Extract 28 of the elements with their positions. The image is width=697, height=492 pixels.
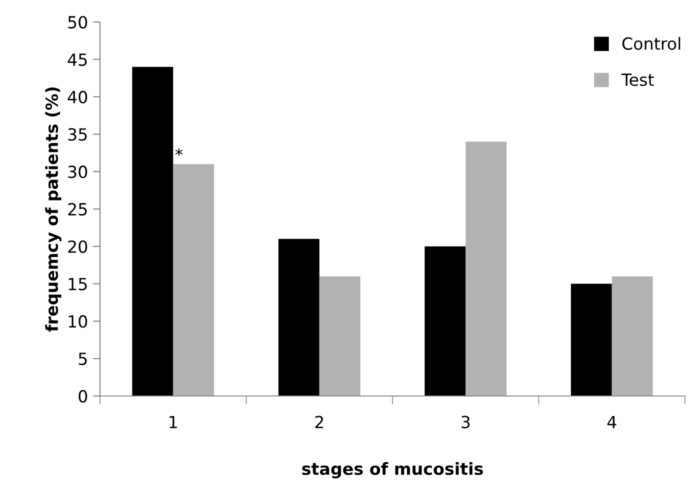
bar: [132, 66, 174, 396]
x-tick-label: 2: [315, 416, 324, 428]
bar: [173, 164, 214, 396]
bar: [570, 284, 612, 396]
y-tick-label: 45: [68, 54, 87, 66]
bar: [612, 276, 653, 396]
y-tick-label: 40: [68, 90, 88, 104]
bar: [278, 238, 320, 396]
x-tick-label: 1: [170, 416, 177, 428]
annotation: *: [175, 148, 183, 156]
legend-label: Control: [622, 37, 680, 50]
y-tick-label: 30: [68, 166, 88, 178]
y-tick-label: 50: [68, 16, 88, 29]
bar: [319, 276, 360, 396]
x-tick-label: 4: [607, 416, 616, 428]
y-tick-label: 0: [78, 390, 88, 403]
y-axis-title: frequemcy of patients (%): [45, 87, 62, 332]
x-axis-title: stages of mucositis: [302, 462, 483, 478]
y-tick-label: 35: [68, 128, 87, 141]
bar: [466, 142, 507, 396]
y-tick-label: 20: [68, 240, 88, 253]
y-tick-label: 15: [68, 278, 87, 290]
bar: [424, 246, 466, 396]
y-tick-label: 25: [68, 202, 87, 216]
legend-label: Test: [621, 74, 654, 86]
y-tick-label: 5: [78, 352, 87, 366]
x-tick-label: 3: [462, 416, 470, 428]
y-tick-label: 10: [68, 315, 88, 328]
